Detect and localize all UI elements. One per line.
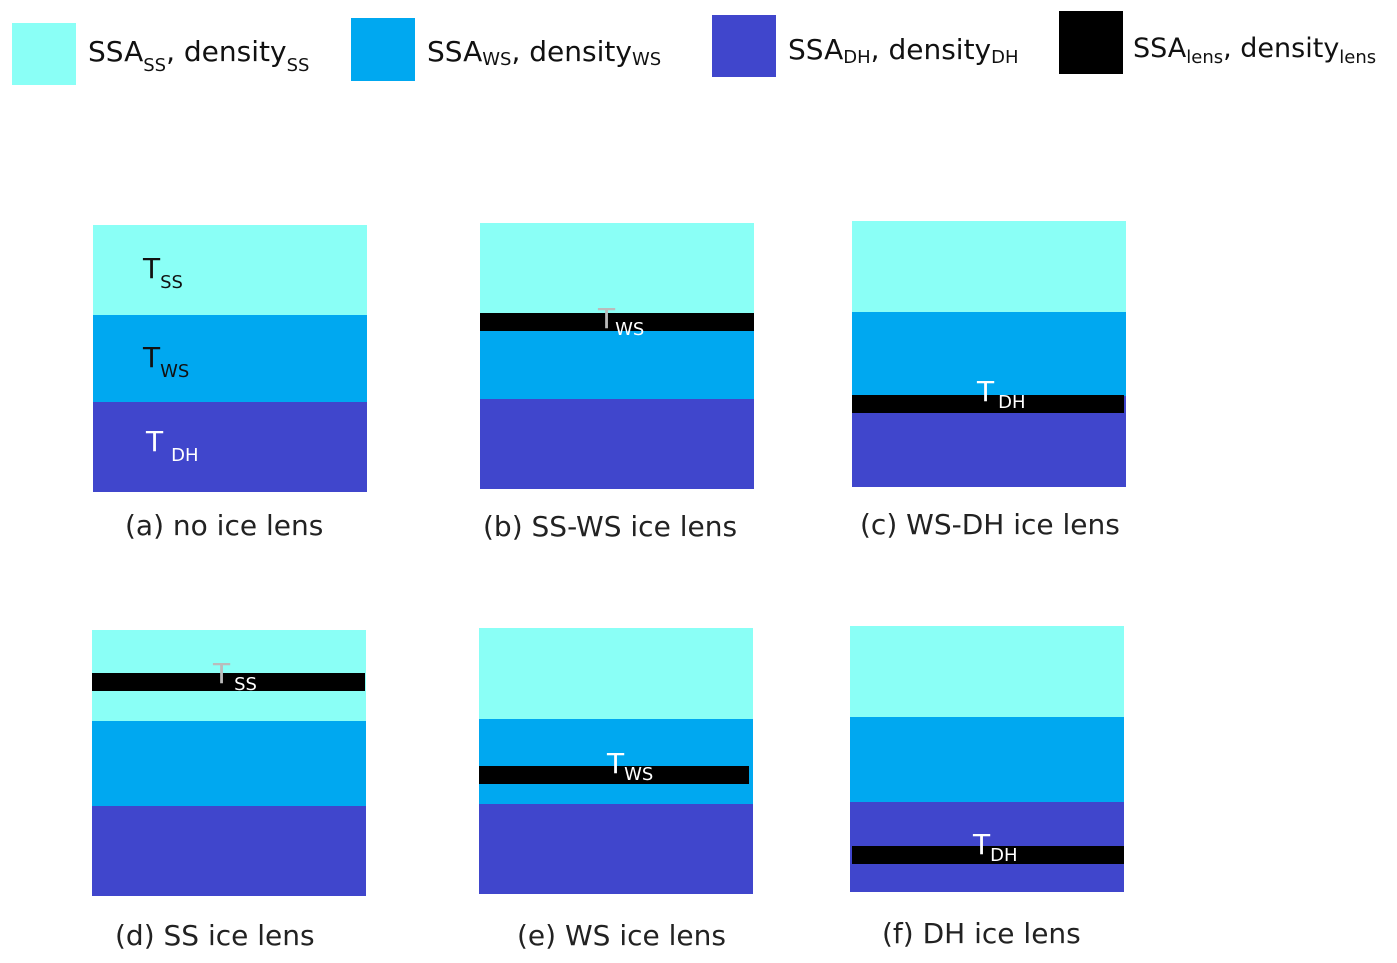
legend-density-sub: lens — [1339, 47, 1377, 68]
legend-swatch-lens — [1059, 11, 1123, 74]
legend-sep: , — [870, 33, 889, 66]
layer-dh — [480, 399, 754, 489]
ice-lens — [852, 846, 1124, 864]
legend-ssa-sub: SS — [143, 55, 167, 76]
panel-b-ss-ws-ice-lens: TWS — [480, 223, 754, 489]
panel-c-ws-dh-ice-lens: T DH — [852, 221, 1126, 487]
caption-f: (f) DH ice lens — [882, 917, 1081, 950]
legend-density: density — [529, 35, 632, 68]
legend-ssa: SSA — [88, 35, 144, 68]
layer-ss — [479, 628, 753, 719]
caption-c: (c) WS-DH ice lens — [860, 508, 1120, 541]
temperature-label-ss: TSS — [143, 252, 183, 292]
layer-ss — [852, 221, 1126, 312]
temp-main: T — [143, 341, 161, 374]
temperature-label-ws: TWS — [143, 341, 189, 381]
panel-f-dh-ice-lens: TDH — [850, 626, 1124, 892]
temp-sub: SS — [234, 674, 257, 695]
legend-density-sub: DH — [991, 47, 1019, 68]
layer-ws — [92, 721, 366, 806]
caption-a: (a) no ice lens — [125, 509, 324, 542]
legend-ssa-sub: DH — [843, 47, 871, 68]
layer-ss — [850, 626, 1124, 717]
caption-d: (d) SS ice lens — [115, 919, 315, 952]
layer-dh — [93, 402, 367, 492]
temp-main: T — [977, 375, 995, 408]
legend-swatch-dh — [712, 15, 776, 77]
temp-sub: SS — [160, 272, 183, 293]
ice-lens — [480, 313, 754, 331]
temp-main: T — [143, 252, 161, 285]
legend-sep: , — [511, 35, 530, 68]
temp-main: T — [973, 828, 991, 861]
layer-dh — [479, 804, 753, 894]
legend-label-lens: SSAlens, densitylens — [1133, 33, 1376, 67]
legend-density-sub: WS — [631, 49, 662, 70]
temp-sub: DH — [998, 392, 1026, 413]
layer-ws — [93, 315, 367, 402]
legend-swatch-ws — [351, 18, 415, 81]
legend-ssa: SSA — [788, 33, 844, 66]
temperature-label-dh: T DH — [146, 425, 199, 465]
legend-density-sub: SS — [286, 55, 310, 76]
layer-ss — [93, 225, 367, 315]
legend-label-dh: SSADH, densityDH — [788, 33, 1019, 67]
legend-ssa-sub: lens — [1186, 47, 1224, 68]
layer-dh — [92, 806, 366, 896]
caption-e: (e) WS ice lens — [517, 919, 726, 952]
temp-main: T — [607, 747, 625, 780]
temperature-label-ws: TWS — [598, 302, 644, 339]
ice-lens — [852, 395, 1124, 413]
legend-sep: , — [1223, 33, 1241, 64]
temp-sub: WS — [160, 361, 190, 382]
temperature-label-dh: TDH — [973, 828, 1018, 865]
legend-density: density — [1240, 33, 1340, 64]
temperature-label-ws: TWS — [607, 747, 653, 784]
ice-lens — [479, 766, 749, 784]
temp-sub: DH — [990, 845, 1018, 866]
legend-label-ss: SSASS, densitySS — [88, 35, 309, 75]
layer-ws — [850, 717, 1124, 802]
layer-ws — [479, 719, 753, 804]
legend-sep: , — [166, 35, 184, 68]
temp-main: T — [146, 425, 164, 458]
layer-ws — [852, 312, 1126, 396]
panel-d-ss-ice-lens: T SS — [92, 630, 366, 896]
temp-main: T — [213, 657, 231, 690]
legend-density: density — [183, 35, 287, 68]
temp-sub: DH — [171, 445, 199, 466]
legend-ssa-sub: WS — [482, 49, 512, 70]
legend-label-ws: SSAWS, densityWS — [427, 35, 661, 69]
legend-swatch-ss — [12, 23, 76, 85]
temp-sub: WS — [624, 764, 654, 785]
caption-b: (b) SS-WS ice lens — [483, 510, 738, 543]
legend-ssa: SSA — [427, 35, 483, 68]
panel-a-no-ice-lens: TSS TWS T DH — [93, 225, 367, 492]
temp-sub: WS — [615, 319, 645, 340]
ice-lens — [92, 673, 365, 691]
panel-e-ws-ice-lens: TWS — [479, 628, 753, 894]
temp-main: T — [598, 302, 616, 335]
legend-density: density — [888, 33, 992, 66]
legend-ssa: SSA — [1133, 33, 1187, 64]
layer-ss — [480, 223, 754, 313]
